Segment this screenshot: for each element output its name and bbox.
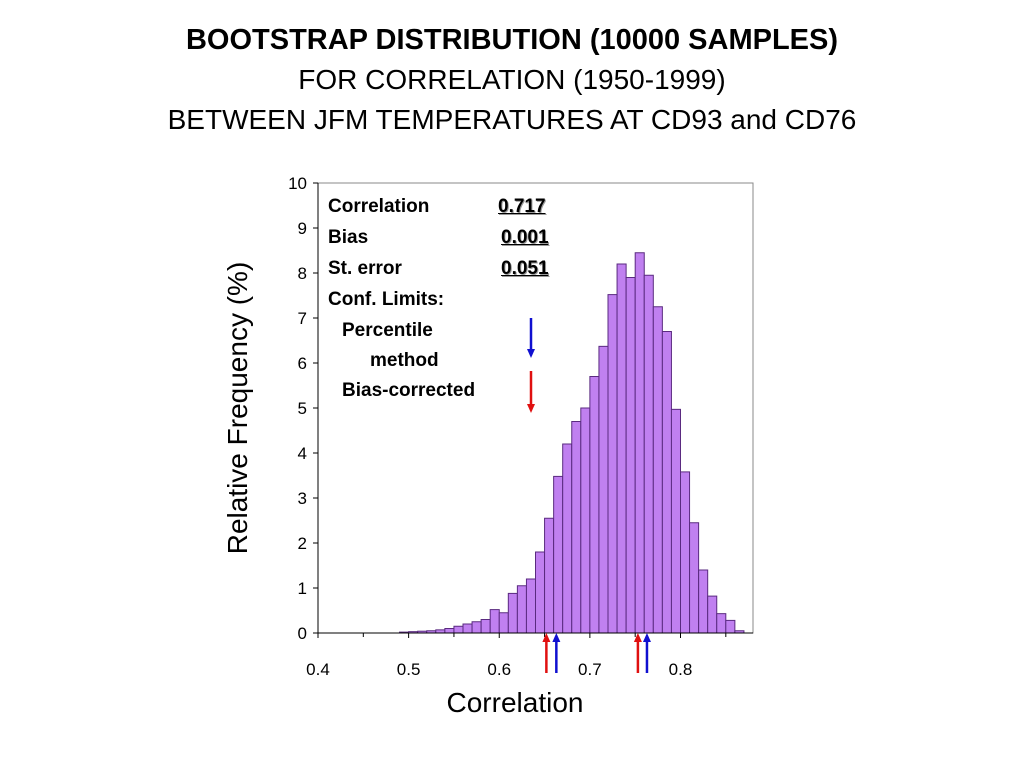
y-tick-label: 2 xyxy=(298,534,307,553)
y-tick-label: 8 xyxy=(298,264,307,283)
y-tick-label: 0 xyxy=(298,624,307,643)
stat-bias-value: 0.001 xyxy=(501,227,549,248)
histogram-bar xyxy=(680,471,691,634)
x-tick-label: 0.7 xyxy=(578,660,602,679)
histogram-bar xyxy=(652,306,663,634)
histogram-bar xyxy=(525,578,537,634)
histogram-bar xyxy=(544,517,555,634)
percentile-method-label-line2: method xyxy=(370,350,439,371)
histogram-bar xyxy=(471,621,482,634)
percentile-limit-arrow xyxy=(642,633,651,673)
stat-st-error-label: St. error xyxy=(328,258,402,279)
y-tick-label: 1 xyxy=(298,579,307,598)
y-tick-label: 4 xyxy=(298,444,307,463)
chart-subtitle-stations: BETWEEN JFM TEMPERATURES AT CD93 and CD7… xyxy=(167,104,857,135)
chart-subtitle-period: FOR CORRELATION (1950-1999) xyxy=(298,64,726,95)
y-tick-label: 9 xyxy=(298,219,307,238)
histogram-bars xyxy=(399,252,745,634)
histogram-bar xyxy=(462,623,473,634)
percentile-limit-arrow xyxy=(552,633,561,673)
stat-st-error-value: 0.051 xyxy=(501,258,549,279)
histogram-bar xyxy=(498,612,509,634)
chart-title: BOOTSTRAP DISTRIBUTION (10000 SAMPLES) xyxy=(185,24,839,56)
bias-corrected-label: Bias-corrected xyxy=(342,380,476,401)
y-tick-label: 5 xyxy=(298,399,307,418)
stat-correlation-value: 0.717 xyxy=(498,196,546,217)
y-axis-label: Relative Frequency (%) xyxy=(222,262,253,555)
histogram-bar xyxy=(607,294,618,634)
y-tick-label: 7 xyxy=(298,309,307,328)
histogram-bar xyxy=(444,628,455,634)
percentile-legend-arrow xyxy=(527,318,535,358)
histogram-bar xyxy=(616,263,627,634)
histogram-bar xyxy=(689,522,700,634)
percentile-method-label-line1: Percentile xyxy=(342,320,433,341)
histogram-bar xyxy=(670,408,682,634)
histogram-bar xyxy=(562,443,573,634)
histogram-bar xyxy=(725,619,736,634)
stat-bias-label: Bias xyxy=(328,227,369,248)
histogram-bar xyxy=(571,421,582,634)
histogram-bar xyxy=(707,595,718,634)
bias-corrected-limit-arrow xyxy=(542,633,551,673)
histogram-bar xyxy=(625,277,636,634)
x-tick-label: 0.4 xyxy=(306,660,330,679)
x-tick-label: 0.6 xyxy=(487,660,511,679)
y-tick-label: 6 xyxy=(298,354,307,373)
bias-corrected-legend-arrow xyxy=(527,371,535,413)
x-tick-label: 0.5 xyxy=(397,660,421,679)
histogram-bar xyxy=(480,619,491,634)
histogram-bar xyxy=(634,252,645,634)
stat-correlation-label: Correlation xyxy=(328,196,430,217)
histogram-bar xyxy=(516,585,527,634)
axes: 0 1 2 3 4 5 6 7 8 9 10 0.4 0.5 0.6 0.7 0.8 xyxy=(288,174,753,679)
x-tick-label: 0.8 xyxy=(669,660,693,679)
histogram-bar xyxy=(716,613,727,634)
histogram-bar xyxy=(598,345,609,634)
histogram-bar xyxy=(453,625,464,634)
histogram-bar xyxy=(507,592,518,634)
histogram-bar xyxy=(580,407,591,634)
histogram-bar xyxy=(489,609,500,634)
histogram-bar xyxy=(698,569,709,634)
y-tick-label: 3 xyxy=(298,489,307,508)
conf-limits-label: Conf. Limits: xyxy=(328,289,445,310)
histogram-bar xyxy=(553,475,564,634)
histogram-bar xyxy=(661,331,672,634)
histogram-bar xyxy=(643,274,654,634)
x-axis-label: Correlation xyxy=(447,687,584,718)
y-tick-label: 10 xyxy=(288,174,307,193)
histogram-bar xyxy=(535,551,546,634)
confidence-limit-arrows xyxy=(527,318,651,673)
bias-corrected-limit-arrow xyxy=(633,633,642,673)
histogram-bar xyxy=(589,376,600,634)
